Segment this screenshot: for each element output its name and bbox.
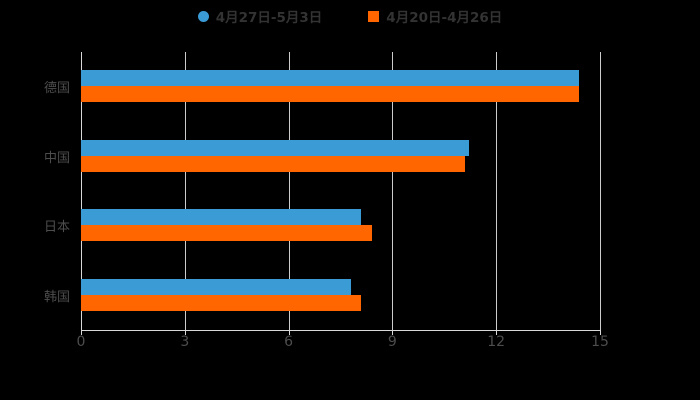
bar-日本-series-1[interactable]	[81, 209, 362, 225]
x-axis-line	[81, 330, 601, 331]
x-tick-label-3: 3	[180, 334, 190, 350]
x-tick-label-9: 9	[387, 334, 397, 350]
x-tick-mark	[600, 330, 601, 335]
bar-德国-series-1[interactable]	[81, 70, 580, 86]
bar-韩国-series-2[interactable]	[81, 294, 362, 311]
bar-韩国-series-1[interactable]	[81, 278, 351, 295]
gridline	[288, 52, 290, 330]
legend-item-series-2[interactable]: 4月20日-4月26日	[368, 6, 502, 26]
x-tick-label-0: 0	[76, 334, 86, 350]
legend-marker-square-icon	[368, 10, 380, 22]
x-tick-mark	[496, 330, 498, 335]
x-tick-label-15: 15	[591, 334, 609, 350]
legend-item-series-1[interactable]: 4月27日-5月3日	[197, 6, 323, 26]
y-axis-line	[81, 52, 82, 330]
bar-日本-series-2[interactable]	[81, 225, 372, 241]
x-tick-label-6: 6	[284, 334, 294, 350]
y-axis-label-德国: 德国	[43, 81, 70, 96]
x-tick-mark	[288, 330, 290, 335]
gridline	[392, 52, 394, 330]
bar-中国-series-1[interactable]	[81, 139, 469, 156]
x-tick-mark	[392, 330, 394, 335]
gridline	[600, 52, 601, 330]
y-axis-label-韩国: 韩国	[43, 289, 70, 305]
x-tick-label-12: 12	[487, 334, 506, 350]
legend-label-series-1: 4月27日-5月3日	[215, 10, 323, 26]
bar-中国-series-2[interactable]	[81, 155, 466, 172]
gridline	[184, 52, 186, 330]
x-axis-ticks: 0 3 6 9 12 15	[0, 334, 700, 358]
x-tick-mark	[81, 330, 82, 335]
y-axis-label-中国: 中国	[43, 150, 70, 166]
legend-label-series-2: 4月20日-4月26日	[386, 10, 503, 26]
x-tick-mark	[184, 330, 186, 335]
y-axis-label-日本: 日本	[43, 220, 70, 235]
bar-德国-series-2[interactable]	[81, 86, 580, 102]
chart-legend: 4月27日-5月3日 4月20日-4月26日	[0, 4, 700, 28]
legend-marker-circle-icon	[197, 10, 209, 22]
plot-area	[81, 52, 601, 330]
gridline	[496, 52, 498, 330]
y-axis-labels: 德国 中国 日本 韩国	[0, 52, 70, 330]
